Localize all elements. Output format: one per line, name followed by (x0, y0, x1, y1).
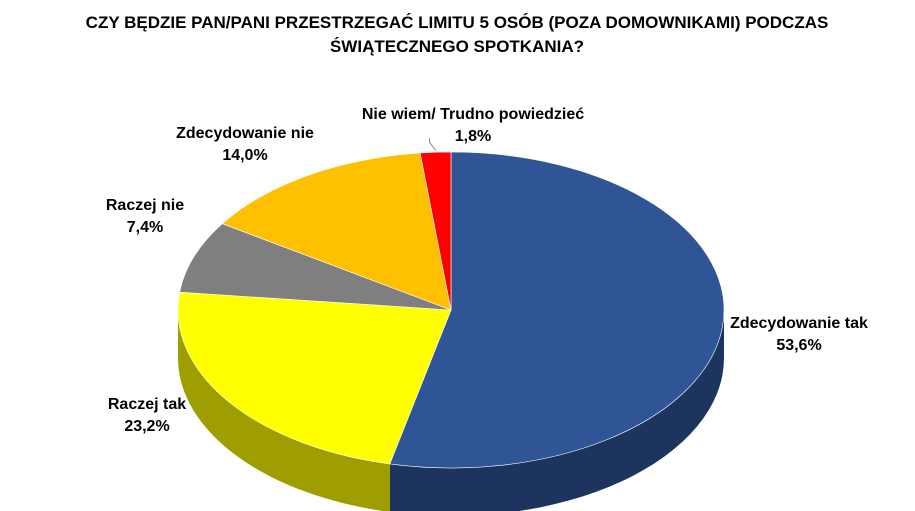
pie-slice-nie-wiem-trudno-powiedziec (419, 151, 452, 311)
leader-lines (429, 138, 436, 151)
pie-slice-zdecydowanie-tak (389, 151, 725, 469)
data-label-value: 1,8% (455, 128, 491, 145)
pie-slices (177, 151, 725, 469)
data-label-raczej-tak: Raczej tak 23,2% (108, 396, 186, 435)
data-labels: Zdecydowanie tak 53,6%Raczej tak 23,2%Racz… (106, 106, 868, 435)
data-label-value: 53,6% (776, 337, 821, 354)
data-label-category: Zdecydowanie nie (176, 125, 314, 142)
data-label-nie-wiem-trudno-powiedziec: Nie wiem/ Trudno powiedzieć 1,8% (362, 106, 584, 145)
chart-title-line-1: CZY BĘDZIE PAN/PANI PRZESTRZEGAĆ LIMITU … (86, 13, 829, 32)
data-label-value: 7,4% (127, 219, 163, 236)
data-label-category: Raczej tak (108, 396, 186, 413)
pie-slice-raczej-nie (179, 223, 452, 311)
pie-sides (178, 310, 724, 511)
pie-side-zdecydowanie-tak (389, 310, 724, 511)
chart-title-line-2: ŚWIĄTECZNEGO SPOTKANIA? (330, 37, 584, 56)
data-label-category: Raczej nie (106, 197, 184, 214)
pie-slice-raczej-tak (177, 291, 452, 465)
data-label-raczej-nie: Raczej nie 7,4% (106, 197, 184, 236)
pie-side-raczej-tak (178, 310, 390, 511)
data-label-zdecydowanie-nie: Zdecydowanie nie 14,0% (176, 125, 314, 164)
data-label-category: Nie wiem/ Trudno powiedzieć (362, 106, 584, 123)
chart-title: CZY BĘDZIE PAN/PANI PRZESTRZEGAĆ LIMITU … (86, 13, 829, 56)
leader-line-nie-wiem (429, 138, 436, 151)
data-label-zdecydowanie-tak: Zdecydowanie tak 53,6% (730, 315, 868, 354)
data-label-value: 14,0% (222, 147, 267, 164)
pie-slice-zdecydowanie-nie (221, 152, 452, 311)
data-label-value: 23,2% (124, 418, 169, 435)
data-label-category: Zdecydowanie tak (730, 315, 868, 332)
